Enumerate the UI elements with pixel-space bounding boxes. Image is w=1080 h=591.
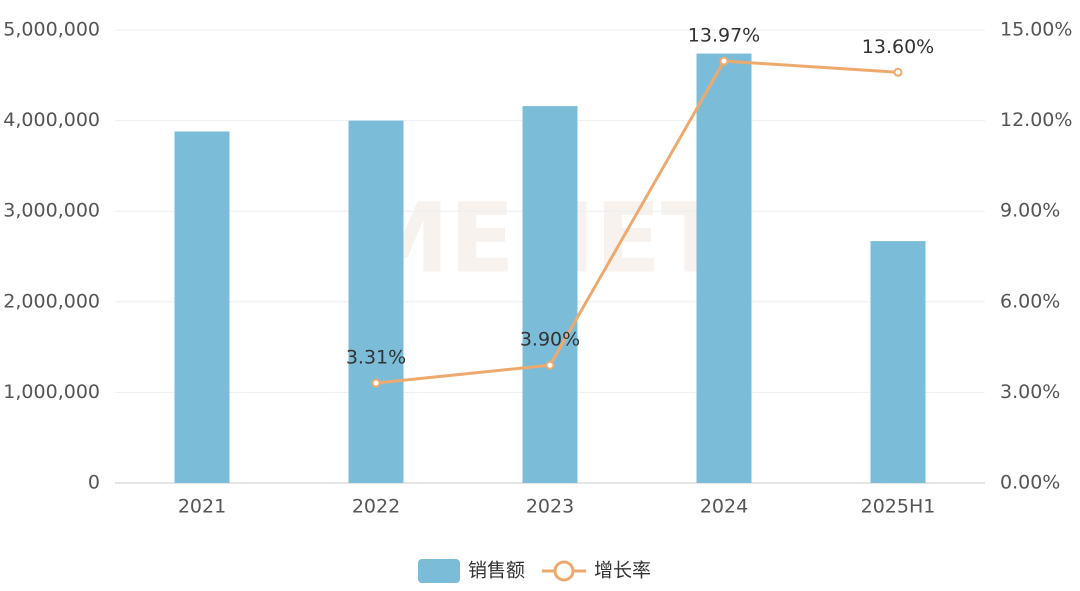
line-point (719, 56, 729, 66)
bar (696, 53, 752, 483)
x-tick-label: 2023 (526, 496, 574, 518)
y-tick-label: 0 (88, 472, 100, 494)
y2-tick-label: 15.00% (1000, 19, 1072, 41)
y-tick-label: 2,000,000 (3, 290, 100, 312)
line-point (545, 360, 555, 370)
line-point (371, 378, 381, 388)
y-tick-label: 4,000,000 (3, 109, 100, 131)
legend-label: 增长率 (594, 560, 651, 582)
legend-swatch (418, 559, 460, 583)
y2-tick-label: 12.00% (1000, 109, 1072, 131)
y2-tick-label: 0.00% (1000, 472, 1060, 494)
x-tick-label: 2022 (352, 496, 400, 518)
x-tick-label: 2025H1 (861, 496, 936, 518)
data-label: 3.31% (346, 347, 406, 369)
bar (348, 120, 404, 483)
line-point (893, 67, 903, 77)
y-tick-label: 1,000,000 (3, 381, 100, 403)
y2-tick-label: 6.00% (1000, 290, 1060, 312)
bar (174, 131, 230, 484)
y-tick-label: 5,000,000 (3, 19, 100, 41)
data-label: 13.60% (862, 36, 934, 58)
x-tick-label: 2021 (178, 496, 226, 518)
x-tick-label: 2024 (700, 496, 748, 518)
y2-tick-label: 9.00% (1000, 200, 1060, 222)
y-tick-label: 3,000,000 (3, 200, 100, 222)
y2-tick-label: 3.00% (1000, 381, 1060, 403)
line (375, 59, 899, 385)
legend-label: 销售额 (468, 560, 525, 582)
bar (522, 106, 578, 483)
bar (870, 241, 926, 483)
data-label: 13.97% (688, 25, 760, 47)
legend-swatch (553, 560, 575, 582)
data-label: 3.90% (520, 329, 580, 351)
